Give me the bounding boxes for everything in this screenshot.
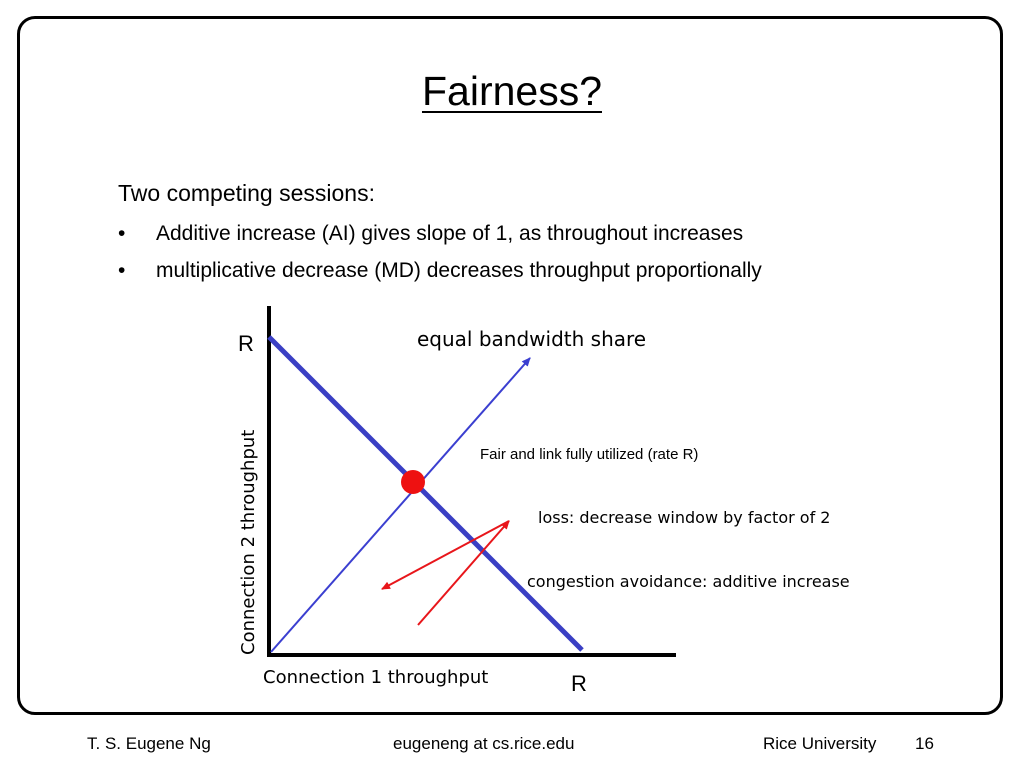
y-axis-label: Connection 2 throughput — [238, 430, 259, 655]
x-axis-label: Connection 1 throughput — [263, 667, 488, 688]
slide-frame — [17, 16, 1003, 715]
x-max-label: R — [571, 671, 587, 696]
fair-point-label: Fair and link fully utilized (rate R) — [480, 446, 698, 463]
bullet-marker: • — [118, 259, 126, 282]
slide-title-text: Fairness? — [421, 68, 602, 114]
footer-author: T. S. Eugene Ng — [87, 734, 211, 753]
equal-share-label: equal bandwidth share — [417, 327, 646, 351]
slide-title: Fairness? — [0, 66, 1024, 116]
bullet-text: Additive increase (AI) gives slope of 1,… — [156, 222, 744, 245]
intro-text: Two competing sessions: — [118, 180, 375, 206]
bullet-marker: • — [118, 222, 126, 245]
capacity-line — [267, 335, 584, 652]
bullet-text: multiplicative decrease (MD) decreases t… — [156, 259, 762, 282]
footer-page-number: 16 — [915, 734, 934, 753]
congestion-avoidance-label: congestion avoidance: additive increase — [527, 572, 850, 591]
loss-label: loss: decrease window by factor of 2 — [538, 508, 830, 527]
footer-email: eugeneng at cs.rice.edu — [393, 734, 575, 753]
equal-share-line — [270, 357, 531, 653]
fair-point-marker — [401, 470, 425, 494]
multiplicative-decrease-arrow — [381, 520, 510, 590]
additive-increase-arrow — [417, 520, 510, 626]
y-max-label: R — [238, 331, 254, 356]
footer-institution: Rice University — [763, 734, 877, 753]
